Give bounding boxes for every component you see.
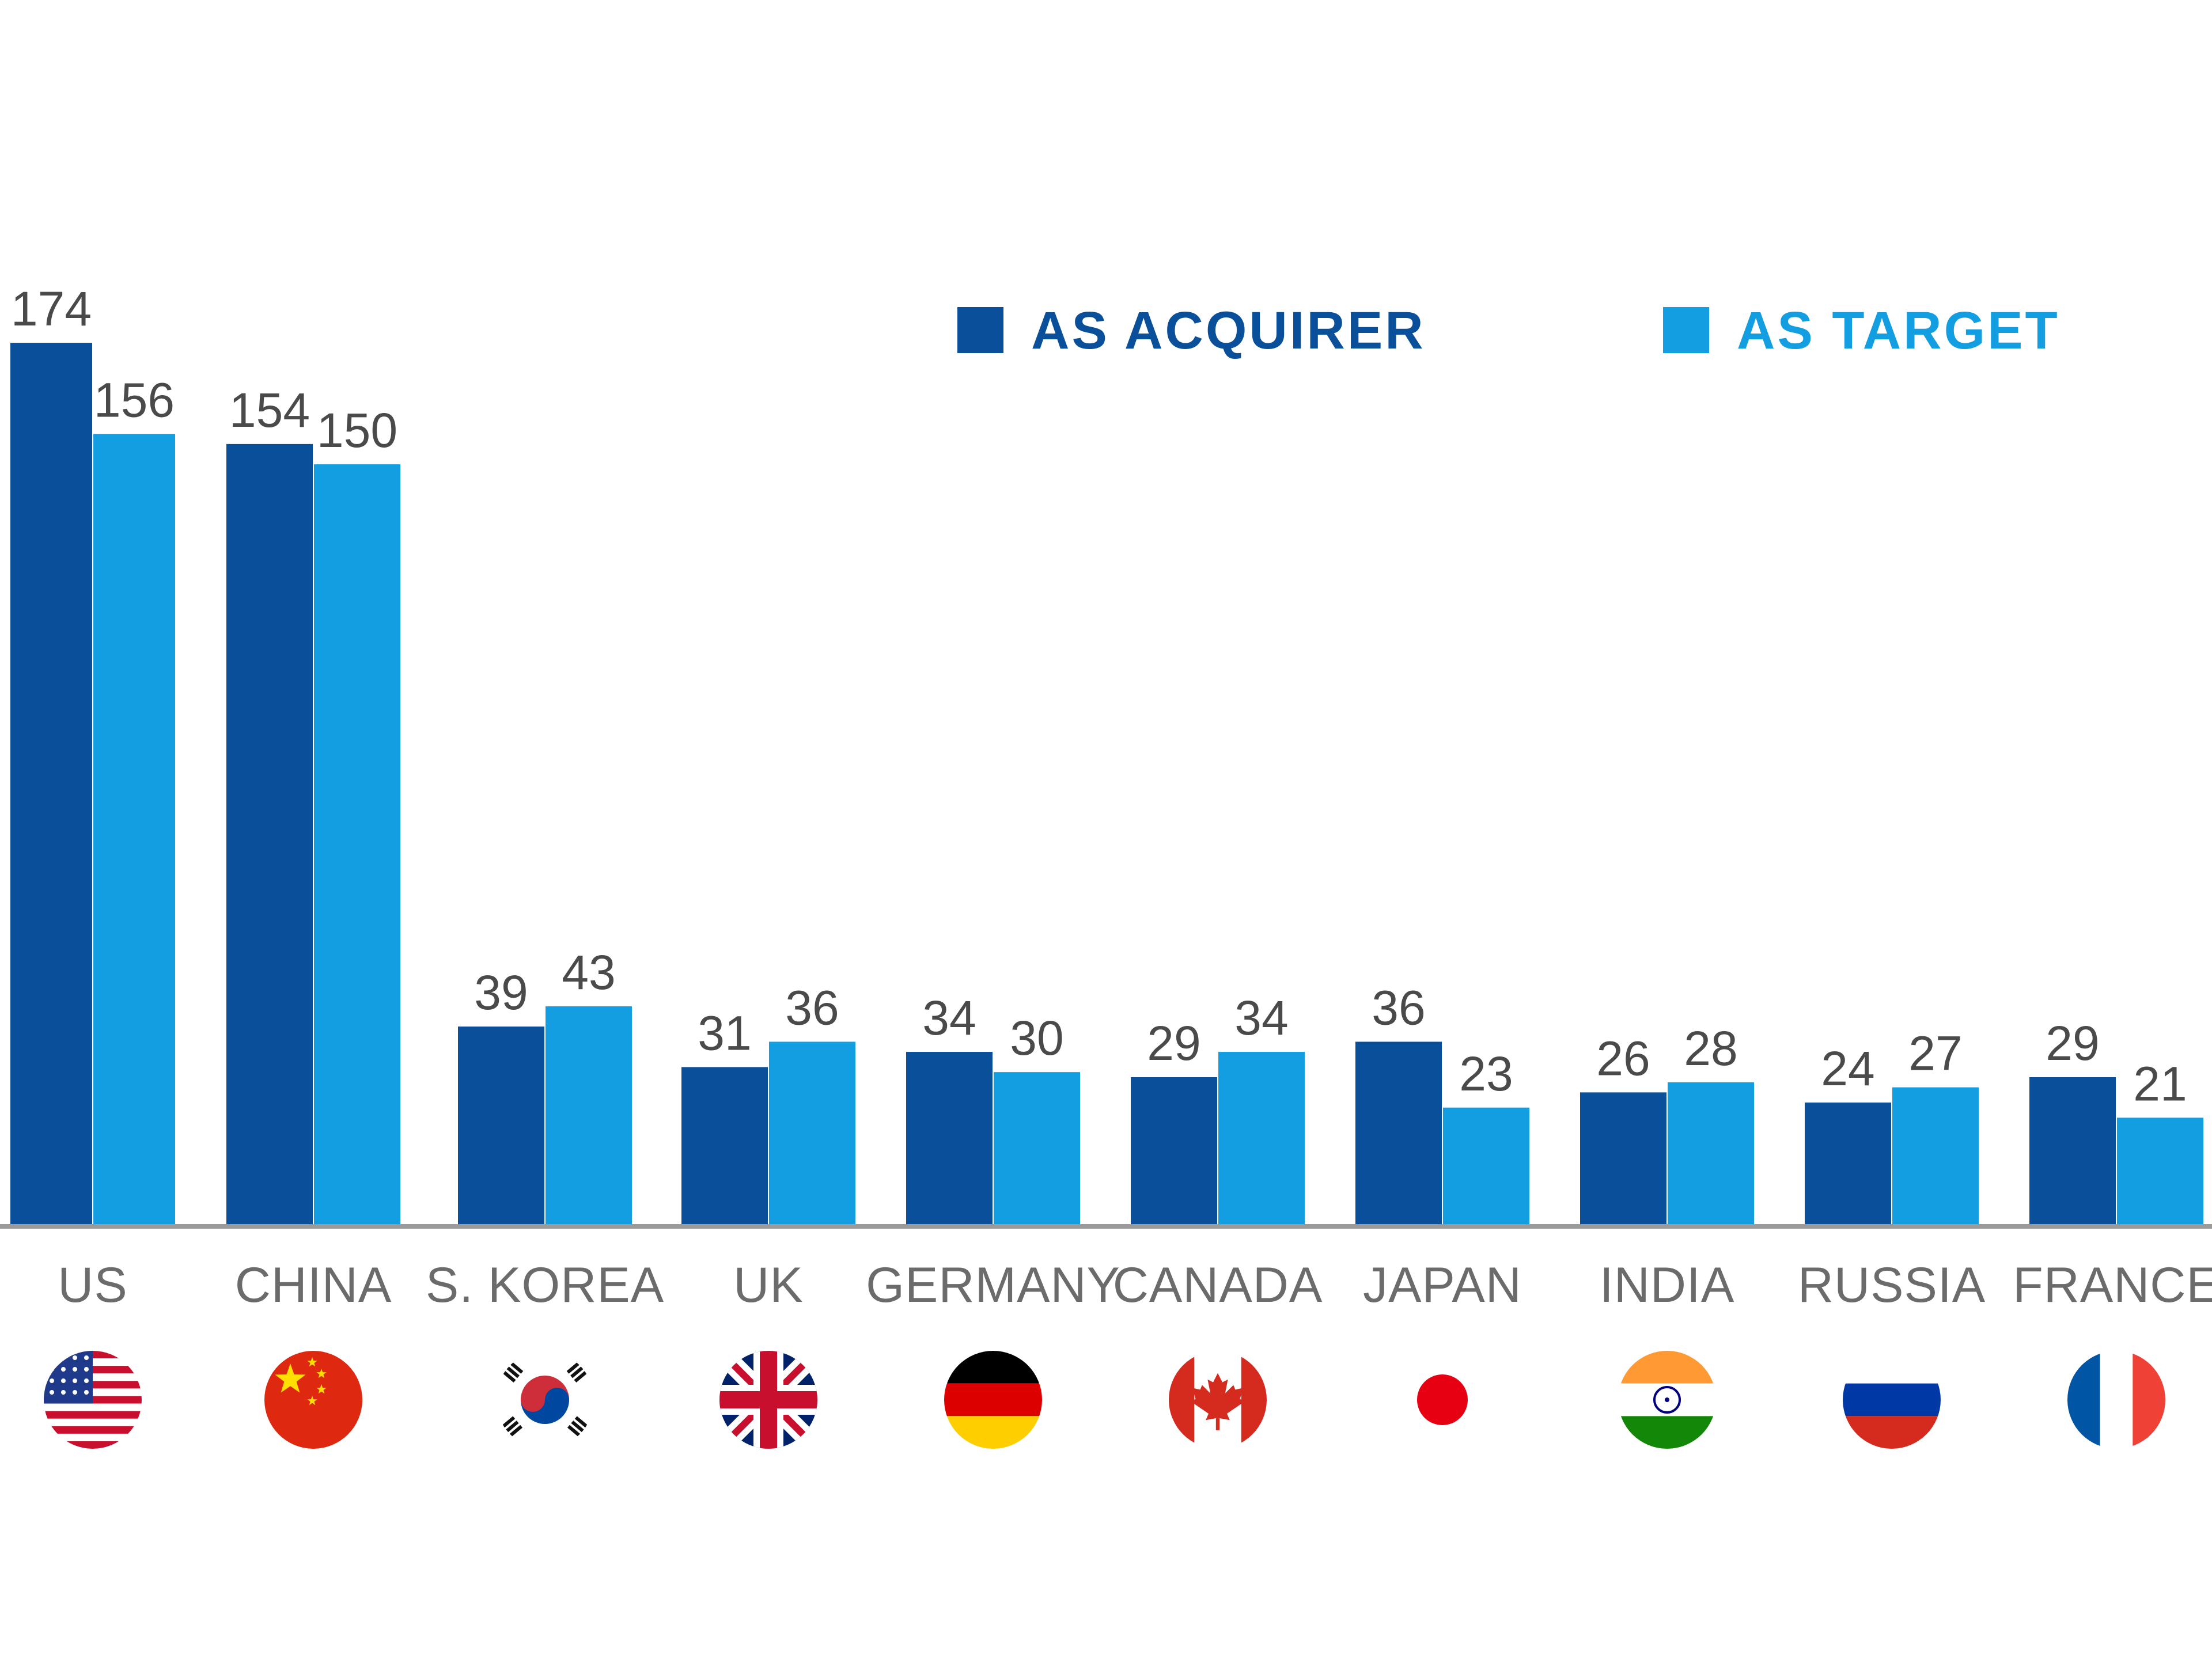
- flags-layer: [44, 1351, 2165, 1449]
- germany-flag-icon: [944, 1351, 1042, 1449]
- bar-s-korea-target: [546, 1006, 632, 1224]
- bar-us-acquirer: [10, 343, 92, 1224]
- france-flag-icon: [2067, 1351, 2165, 1449]
- china-flag-icon: [264, 1351, 362, 1449]
- bar-germany-target: [994, 1072, 1080, 1224]
- value-label-china-acquirer: 154: [229, 383, 310, 437]
- value-label-india-target: 28: [1684, 1021, 1737, 1075]
- category-label-canada: CANADA: [1113, 1257, 1323, 1313]
- south-korea-flag-icon: [496, 1351, 594, 1449]
- bar-china-target: [314, 464, 400, 1225]
- value-label-s-korea-target: 43: [562, 945, 615, 999]
- value-label-germany-acquirer: 34: [922, 991, 976, 1045]
- bars-layer: [10, 343, 2203, 1225]
- value-label-france-acquirer: 29: [2046, 1016, 2099, 1070]
- russia-flag-icon: [1843, 1351, 1941, 1449]
- bar-india-target: [1668, 1082, 1754, 1224]
- category-label-japan: JAPAN: [1363, 1257, 1522, 1313]
- category-label-us: US: [58, 1257, 127, 1313]
- value-label-germany-target: 30: [1010, 1011, 1063, 1065]
- india-flag-icon: [1618, 1351, 1716, 1449]
- value-label-japan-acquirer: 36: [1372, 980, 1425, 1035]
- bar-germany-acquirer: [906, 1052, 993, 1224]
- legend-swatch-acquirer: [957, 307, 1003, 353]
- bar-russia-acquirer: [1805, 1102, 1891, 1224]
- value-label-s-korea-acquirer: 39: [474, 965, 528, 1020]
- bar-us-target: [93, 434, 175, 1224]
- value-label-canada-target: 34: [1234, 991, 1288, 1045]
- bar-japan-target: [1443, 1107, 1529, 1224]
- category-label-russia: RUSSIA: [1798, 1257, 1986, 1313]
- value-label-china-target: 150: [317, 403, 397, 457]
- chart-legend: AS ACQUIRER AS TARGET: [957, 301, 2060, 360]
- bar-s-korea-acquirer: [458, 1027, 544, 1224]
- legend-label-target: AS TARGET: [1737, 301, 2060, 360]
- bar-india-acquirer: [1580, 1092, 1666, 1224]
- value-label-russia-acquirer: 24: [1821, 1041, 1874, 1096]
- bar-france-acquirer: [2029, 1077, 2116, 1224]
- value-label-us-target: 156: [94, 373, 175, 427]
- value-label-france-target: 21: [2133, 1056, 2187, 1111]
- category-label-china: CHINA: [235, 1257, 392, 1313]
- value-label-us-acquirer: 174: [11, 282, 92, 336]
- bar-canada-target: [1218, 1052, 1305, 1224]
- value-label-uk-acquirer: 31: [698, 1006, 751, 1060]
- bar-france-target: [2117, 1118, 2203, 1224]
- category-label-uk: UK: [733, 1257, 803, 1313]
- legend-label-acquirer: AS ACQUIRER: [1031, 301, 1426, 360]
- legend-swatch-target: [1663, 307, 1709, 353]
- us-flag-icon: [44, 1351, 142, 1449]
- value-label-canada-acquirer: 29: [1147, 1016, 1200, 1070]
- category-label-s-korea: S. KOREA: [426, 1257, 664, 1313]
- bar-japan-acquirer: [1355, 1041, 1442, 1224]
- value-label-russia-target: 27: [1908, 1027, 1962, 1081]
- category-label-germany: GERMANY: [866, 1257, 1120, 1313]
- uk-flag-icon: [719, 1351, 817, 1449]
- canada-flag-icon: [1169, 1351, 1267, 1449]
- bar-russia-target: [1892, 1087, 1979, 1224]
- category-label-france: FRANCE: [2013, 1257, 2212, 1313]
- bar-canada-acquirer: [1131, 1077, 1217, 1224]
- bar-uk-acquirer: [681, 1067, 768, 1224]
- japan-flag-icon: [1393, 1351, 1491, 1449]
- category-label-india: INDIA: [1600, 1257, 1734, 1313]
- value-label-uk-target: 36: [785, 980, 839, 1035]
- bar-china-acquirer: [226, 444, 313, 1224]
- value-label-japan-target: 23: [1459, 1047, 1513, 1101]
- bar-uk-target: [769, 1041, 855, 1224]
- value-label-india-acquirer: 26: [1596, 1031, 1650, 1085]
